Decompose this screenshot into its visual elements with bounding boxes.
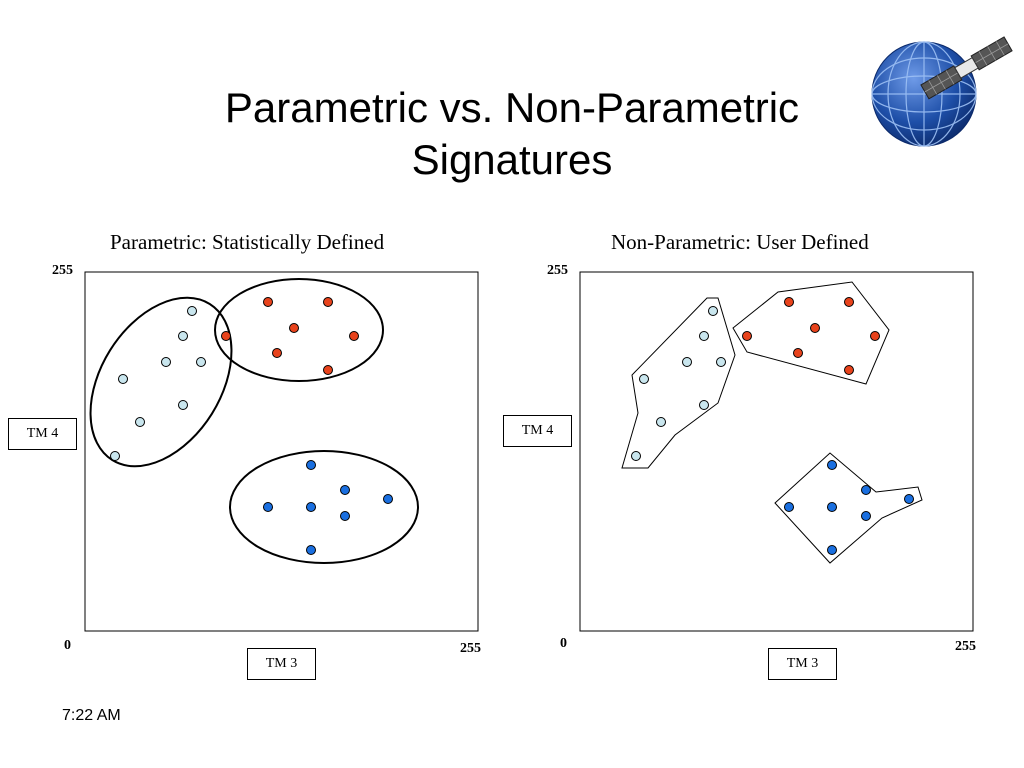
right-red-point bbox=[870, 331, 880, 341]
left-blue-point bbox=[306, 502, 316, 512]
left-light-blue-point bbox=[118, 374, 128, 384]
left-light-blue-point bbox=[135, 417, 145, 427]
left-y-axis-label: TM 4 bbox=[8, 418, 77, 450]
right-x-max-label: 255 bbox=[955, 639, 976, 654]
left-red-point bbox=[289, 323, 299, 333]
right-light-blue-point bbox=[716, 357, 726, 367]
right-light-blue-point bbox=[656, 417, 666, 427]
left-red-point bbox=[323, 365, 333, 375]
left-red-point bbox=[323, 297, 333, 307]
right-light-blue-point bbox=[699, 400, 709, 410]
left-red-point bbox=[221, 331, 231, 341]
left-red-point bbox=[272, 348, 282, 358]
left-blue-point bbox=[340, 485, 350, 495]
left-light-blue-point bbox=[161, 357, 171, 367]
right-blue-point bbox=[827, 545, 837, 555]
right-blue-point bbox=[861, 511, 871, 521]
right-y-axis-label: TM 4 bbox=[503, 415, 572, 447]
right-x-axis-label: TM 3 bbox=[768, 648, 837, 680]
right-light-blue-point bbox=[699, 331, 709, 341]
right-light-blue-point bbox=[631, 451, 641, 461]
left-y-max-label: 255 bbox=[52, 263, 73, 278]
right-red-point bbox=[810, 323, 820, 333]
right-plot-frame bbox=[579, 271, 974, 632]
right-light-blue-point bbox=[682, 357, 692, 367]
right-light-blue-point bbox=[639, 374, 649, 384]
left-red-point bbox=[263, 297, 273, 307]
right-red-point bbox=[793, 348, 803, 358]
left-x-max-label: 255 bbox=[460, 641, 481, 656]
right-blue-point bbox=[827, 502, 837, 512]
left-blue-point bbox=[306, 460, 316, 470]
left-panel-title: Parametric: Statistically Defined bbox=[110, 230, 385, 254]
slide-timestamp: 7:22 AM bbox=[62, 707, 121, 724]
polygon-red-class bbox=[732, 281, 890, 385]
left-light-blue-point bbox=[196, 357, 206, 367]
right-origin-label: 0 bbox=[560, 636, 567, 651]
left-light-blue-point bbox=[187, 306, 197, 316]
ellipse-blue-class bbox=[229, 450, 419, 564]
polygon-light-blue-class bbox=[621, 297, 736, 469]
right-light-blue-point bbox=[708, 306, 718, 316]
left-x-axis-label: TM 3 bbox=[247, 648, 316, 680]
right-red-point bbox=[844, 365, 854, 375]
right-blue-point bbox=[827, 460, 837, 470]
right-blue-point bbox=[904, 494, 914, 504]
left-red-point bbox=[349, 331, 359, 341]
slide-title: Parametric vs. Non-Parametric Signatures bbox=[224, 84, 800, 183]
left-plot-frame bbox=[84, 271, 479, 632]
left-light-blue-point bbox=[178, 331, 188, 341]
right-red-point bbox=[742, 331, 752, 341]
ellipse-red-class bbox=[214, 278, 384, 382]
right-panel-title: Non-Parametric: User Defined bbox=[611, 230, 869, 254]
left-origin-label: 0 bbox=[64, 638, 71, 653]
right-blue-point bbox=[784, 502, 794, 512]
right-red-point bbox=[844, 297, 854, 307]
polygon-blue-class bbox=[774, 452, 923, 564]
left-light-blue-point bbox=[110, 451, 120, 461]
right-red-point bbox=[784, 297, 794, 307]
left-light-blue-point bbox=[178, 400, 188, 410]
ellipse-light-blue-class bbox=[89, 296, 233, 468]
satellite-globe-icon bbox=[871, 36, 1013, 147]
left-blue-point bbox=[340, 511, 350, 521]
right-y-max-label: 255 bbox=[547, 263, 568, 278]
right-blue-point bbox=[861, 485, 871, 495]
left-blue-point bbox=[306, 545, 316, 555]
left-blue-point bbox=[263, 502, 273, 512]
left-blue-point bbox=[383, 494, 393, 504]
